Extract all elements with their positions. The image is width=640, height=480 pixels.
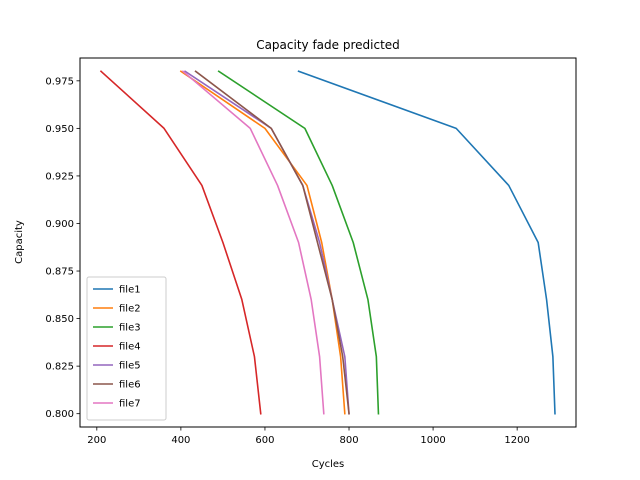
y-axis-title: Capacity: [14, 220, 25, 264]
x-tick-label: 200: [87, 435, 106, 446]
series-line-file4: [99, 70, 262, 415]
y-tick-label: 0.875: [45, 267, 74, 278]
x-axis-ticks: 200 400 600 800 1000 1200: [87, 427, 530, 446]
y-tick-label: 0.825: [45, 362, 74, 373]
x-axis-title: Cycles: [312, 459, 345, 470]
legend-label-file3: file3: [119, 323, 141, 334]
legend-label-file4: file4: [119, 342, 141, 353]
y-axis-ticks: 0.800 0.825 0.850 0.875 0.900 0.925 0.950 0.975: [45, 76, 80, 420]
x-tick-label: 1200: [504, 435, 529, 446]
y-tick-label: 0.800: [45, 409, 74, 420]
y-tick-label: 0.950: [45, 124, 74, 135]
legend-label-file1: file1: [119, 285, 141, 296]
x-tick-label: 1000: [420, 435, 445, 446]
chart-title: Capacity fade predicted: [256, 38, 400, 52]
series-line-file2: [179, 70, 346, 415]
legend-label-file2: file2: [119, 304, 141, 315]
x-tick-label: 800: [339, 435, 358, 446]
legend-label-file6: file6: [119, 380, 141, 391]
series-line-file7: [181, 70, 325, 415]
legend-label-file5: file5: [119, 361, 141, 372]
y-tick-label: 0.850: [45, 314, 74, 325]
y-tick-label: 0.975: [45, 76, 74, 87]
series-line-file6: [194, 70, 350, 415]
legend-label-file7: file7: [119, 399, 141, 410]
y-tick-label: 0.900: [45, 219, 74, 230]
series-line-file1: [297, 70, 556, 415]
legend: file1 file2 file3 file4 file5 file6 file7: [86, 276, 167, 421]
series-line-file3: [217, 70, 380, 415]
plot-lines: [99, 70, 556, 415]
x-tick-label: 600: [255, 435, 274, 446]
x-tick-label: 400: [171, 435, 190, 446]
plot-frame: [79, 57, 577, 428]
y-tick-label: 0.925: [45, 171, 74, 182]
